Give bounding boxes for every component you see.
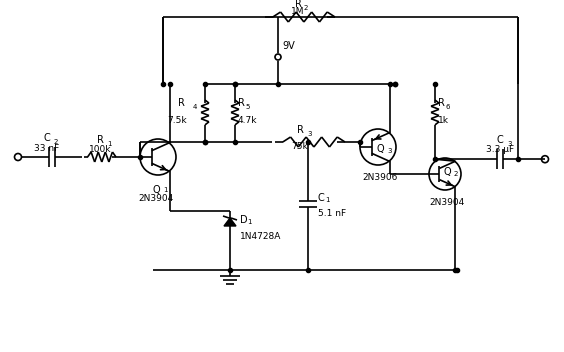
Text: 3: 3: [507, 141, 512, 147]
Text: 1: 1: [107, 141, 112, 147]
Text: 4: 4: [193, 104, 197, 110]
Text: D: D: [240, 215, 248, 225]
Text: R: R: [178, 98, 185, 108]
Text: 2N3904: 2N3904: [429, 198, 465, 207]
Polygon shape: [224, 218, 236, 226]
Text: 4.7k: 4.7k: [238, 116, 258, 125]
Text: 33 nF: 33 nF: [34, 144, 60, 153]
Text: R: R: [96, 135, 103, 145]
Text: 1: 1: [247, 219, 252, 225]
Text: R: R: [294, 0, 301, 9]
Text: 1: 1: [325, 197, 329, 203]
Text: C: C: [43, 133, 50, 143]
Text: 3: 3: [307, 131, 311, 137]
Text: Q: Q: [376, 144, 384, 154]
Text: 2N3904: 2N3904: [138, 194, 174, 203]
Text: C: C: [497, 135, 504, 145]
Text: 100k: 100k: [89, 145, 111, 154]
Text: R: R: [438, 98, 445, 108]
Text: 1M: 1M: [291, 7, 305, 16]
Text: 3.3 μF: 3.3 μF: [486, 145, 514, 154]
Text: 1k: 1k: [438, 116, 449, 125]
Text: 2N3906: 2N3906: [362, 173, 398, 182]
Text: 75k: 75k: [292, 142, 309, 151]
Text: Q: Q: [152, 185, 160, 195]
Text: 2: 2: [454, 171, 459, 177]
Text: 2: 2: [304, 5, 309, 11]
Text: 7.5k: 7.5k: [168, 116, 187, 125]
Text: Q: Q: [443, 167, 451, 177]
Text: 1: 1: [163, 187, 168, 193]
Text: 5: 5: [245, 104, 249, 110]
Text: 2: 2: [54, 139, 59, 145]
Text: C: C: [318, 193, 325, 203]
Text: R: R: [238, 98, 245, 108]
Text: 6: 6: [445, 104, 450, 110]
Text: 5.1 nF: 5.1 nF: [318, 209, 346, 218]
Text: R: R: [297, 125, 303, 135]
Text: 1N4728A: 1N4728A: [240, 232, 281, 241]
Text: 9V: 9V: [282, 41, 295, 51]
Text: 3: 3: [387, 148, 391, 154]
